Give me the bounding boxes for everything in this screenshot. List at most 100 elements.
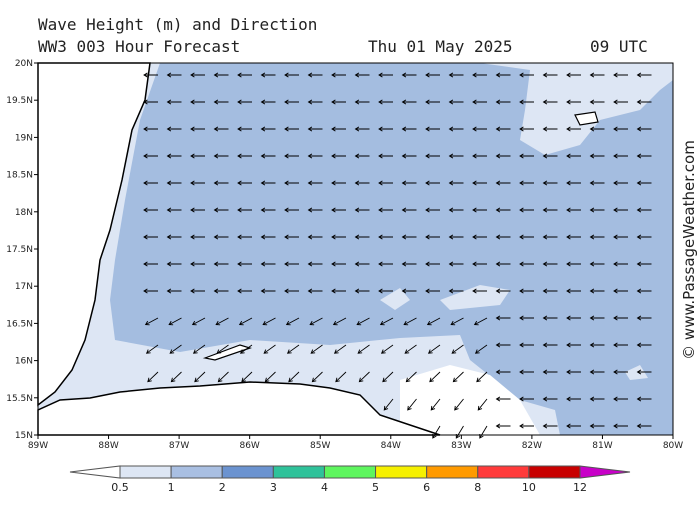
arrow	[213, 234, 229, 240]
arrow	[284, 99, 299, 105]
arrow	[636, 234, 652, 240]
arrow	[143, 72, 158, 78]
y-tick-label: 16.5N	[6, 319, 33, 329]
arrow	[566, 423, 581, 429]
arrow	[613, 207, 628, 213]
arrow	[354, 99, 370, 105]
arrow	[542, 261, 558, 267]
arrow	[237, 288, 252, 294]
arrow	[430, 398, 441, 411]
arrow	[354, 180, 370, 186]
arrow	[213, 72, 229, 78]
colorbar-label: 3	[270, 481, 277, 494]
arrow	[448, 126, 464, 132]
arrow	[636, 261, 652, 267]
arrow	[589, 342, 605, 348]
arrow	[331, 153, 346, 159]
watermark: © www.PassageWeather.com	[680, 140, 698, 360]
arrow	[284, 126, 299, 132]
arrow	[613, 342, 628, 348]
time: 09 UTC	[590, 37, 648, 56]
arrow	[307, 153, 323, 159]
arrow	[166, 99, 182, 105]
arrow	[425, 207, 440, 213]
arrow	[237, 180, 252, 186]
arrow	[288, 371, 300, 383]
arrow	[237, 261, 252, 267]
arrow	[143, 99, 158, 105]
land	[37, 62, 151, 407]
arrow	[589, 207, 605, 213]
arrow	[166, 72, 182, 78]
arrow	[448, 99, 464, 105]
arrow	[613, 423, 628, 429]
arrow	[284, 288, 299, 294]
arrow	[566, 99, 581, 105]
arrow	[284, 153, 299, 159]
arrow	[519, 261, 534, 267]
arrow	[401, 207, 417, 213]
arrow	[589, 99, 605, 105]
arrow	[260, 261, 276, 267]
arrow	[213, 261, 229, 267]
arrow	[378, 261, 393, 267]
arrow	[495, 396, 511, 402]
arrow	[448, 207, 464, 213]
arrow	[168, 317, 182, 326]
y-tick-label: 16N	[15, 357, 33, 367]
arrow	[613, 99, 628, 105]
land	[37, 381, 441, 436]
arrow	[285, 317, 300, 326]
colorbar-label: 1	[168, 481, 175, 494]
arrow	[331, 207, 346, 213]
arrow	[495, 261, 511, 267]
arrow	[425, 72, 440, 78]
arrow	[613, 153, 628, 159]
arrow	[495, 180, 511, 186]
arrow	[143, 126, 158, 132]
y-tick-label: 17N	[15, 282, 33, 292]
y-tick-label: 18.5N	[6, 171, 33, 181]
arrow	[404, 344, 417, 354]
arrow	[473, 317, 488, 326]
arrow	[589, 288, 605, 294]
y-tick-label: 17.5N	[6, 245, 33, 255]
arrow	[403, 317, 417, 326]
arrow	[519, 99, 534, 105]
arrow	[237, 207, 252, 213]
arrow	[472, 261, 487, 267]
arrow	[472, 153, 487, 159]
arrow	[331, 288, 346, 294]
arrow	[354, 153, 370, 159]
arrow	[589, 369, 605, 375]
colorbar-segment	[477, 465, 530, 479]
calm-zone	[38, 63, 560, 435]
arrow	[147, 371, 159, 383]
arrow	[260, 234, 276, 240]
arrow	[448, 261, 464, 267]
arrow	[213, 207, 229, 213]
arrow	[542, 99, 558, 105]
arrow	[213, 99, 229, 105]
arrow	[145, 344, 159, 354]
x-tick-label: 82W	[522, 441, 542, 451]
title: Wave Height (m) and Direction	[38, 15, 317, 34]
arrow	[331, 261, 346, 267]
arrow	[311, 371, 323, 383]
arrow	[286, 344, 300, 354]
arrow	[472, 180, 487, 186]
calm-zone	[480, 63, 673, 155]
arrow	[589, 180, 605, 186]
colorbar-label: 8	[474, 481, 481, 494]
arrow	[495, 207, 511, 213]
arrow	[357, 344, 370, 354]
arrow	[401, 234, 417, 240]
arrow	[542, 234, 558, 240]
island	[202, 111, 599, 361]
arrow	[450, 317, 464, 326]
arrow	[429, 371, 441, 383]
arrow	[613, 315, 628, 321]
arrow	[495, 369, 511, 375]
y-tick-label: 19.5N	[6, 96, 33, 106]
